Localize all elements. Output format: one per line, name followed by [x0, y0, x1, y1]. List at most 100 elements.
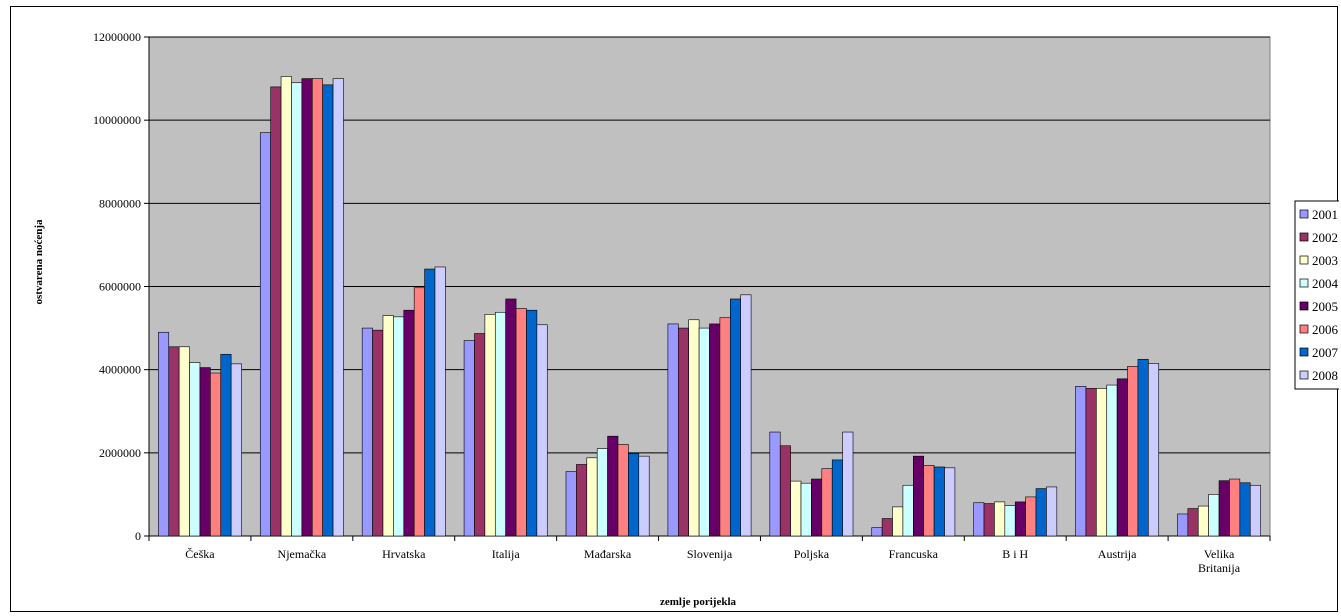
- legend-swatch-2001: [1299, 209, 1309, 219]
- legend-swatch-2006: [1299, 324, 1309, 334]
- bar-2003: [586, 457, 598, 537]
- y-tick-label: 12000000: [93, 30, 141, 44]
- bar-2008: [230, 363, 242, 537]
- x-tick-label: Britanija: [1198, 561, 1241, 575]
- bar-2008: [740, 294, 752, 537]
- bar-2002: [270, 86, 282, 537]
- bar-2004: [189, 362, 201, 537]
- bar-2002: [372, 329, 384, 537]
- bar-2005: [913, 455, 925, 537]
- bar-2007: [424, 268, 436, 537]
- x-axis-title: zemlje porijekla: [660, 596, 737, 608]
- bar-2008: [332, 78, 344, 537]
- legend-label-2001: 2001: [1312, 207, 1338, 222]
- bar-2007: [526, 309, 538, 537]
- x-tick-label: Austrija: [1098, 547, 1137, 561]
- x-tick-label: Mađarska: [584, 547, 632, 561]
- y-tick-label: 4000000: [99, 363, 141, 377]
- legend-label-2002: 2002: [1312, 230, 1338, 245]
- bar-2005: [1218, 480, 1230, 537]
- bar-2004: [1208, 494, 1220, 537]
- bar-2005: [403, 309, 415, 537]
- legend-swatch-2007: [1299, 347, 1309, 357]
- x-tick-label: Velika: [1204, 547, 1235, 561]
- bar-2004: [698, 327, 710, 537]
- bar-2002: [576, 464, 588, 537]
- bar-2001: [1075, 385, 1087, 537]
- y-tick-label: 0: [135, 529, 141, 543]
- y-tick-label: 2000000: [99, 446, 141, 460]
- bar-2001: [158, 331, 170, 537]
- bar-2003: [892, 506, 904, 537]
- bar-2006: [617, 444, 629, 537]
- bar-2008: [434, 266, 446, 537]
- y-tick-label: 8000000: [99, 196, 141, 210]
- legend-label-2005: 2005: [1312, 299, 1338, 314]
- bar-2006: [719, 317, 731, 537]
- bar-2003: [994, 501, 1006, 537]
- bar-2005: [811, 478, 823, 537]
- bar-2001: [973, 502, 985, 537]
- bar-2001: [667, 323, 679, 537]
- bar-2003: [688, 319, 700, 537]
- bar-2003: [178, 346, 190, 537]
- y-tick-label: 6000000: [99, 280, 141, 294]
- bar-2005: [1116, 378, 1128, 537]
- bar-2008: [944, 467, 956, 537]
- bar-2008: [638, 455, 650, 537]
- bar-2004: [291, 82, 303, 537]
- legend-swatch-2004: [1299, 278, 1309, 288]
- bar-2001: [871, 527, 883, 537]
- bar-2005: [607, 435, 619, 537]
- bar-2008: [1148, 363, 1160, 537]
- bar-2006: [210, 372, 222, 537]
- bar-2007: [628, 453, 640, 537]
- bar-2007: [933, 466, 945, 537]
- legend-swatch-2002: [1299, 232, 1309, 242]
- bar-2005: [1014, 501, 1026, 537]
- bar-2008: [536, 324, 548, 537]
- bar-2005: [199, 367, 211, 537]
- bar-2006: [1127, 366, 1139, 537]
- bar-2001: [463, 340, 475, 537]
- legend-swatch-2003: [1299, 255, 1309, 265]
- bar-2003: [1096, 388, 1108, 537]
- bar-2007: [1035, 488, 1047, 537]
- bar-2004: [902, 484, 914, 537]
- bar-2002: [168, 346, 180, 537]
- bar-2005: [301, 78, 313, 537]
- bar-2004: [800, 482, 812, 537]
- x-tick-label: Češka: [185, 547, 215, 561]
- bar-2006: [923, 465, 935, 537]
- bar-chart: 0 2000000 4000000 6000000 8000000 10000000 120…: [33, 30, 1339, 608]
- bar-2002: [779, 445, 791, 537]
- legend-label-2003: 2003: [1312, 253, 1338, 268]
- bar-2004: [393, 316, 405, 537]
- legend-swatch-2008: [1299, 370, 1309, 380]
- bar-2006: [1229, 478, 1241, 537]
- bar-2006: [311, 78, 323, 537]
- bar-2007: [220, 353, 232, 537]
- bar-2001: [361, 327, 373, 537]
- bar-2003: [382, 315, 394, 537]
- bar-2006: [1025, 496, 1037, 537]
- legend-label-2004: 2004: [1312, 276, 1339, 291]
- bar-2002: [474, 333, 486, 537]
- legend-label-2008: 2008: [1312, 368, 1338, 383]
- x-tick-label: B i H: [1002, 547, 1028, 561]
- bar-2008: [1249, 484, 1261, 537]
- bar-2008: [1046, 486, 1058, 537]
- bar-2006: [821, 468, 833, 537]
- bar-2005: [505, 298, 517, 537]
- x-tick-label: Njemačka: [278, 547, 327, 561]
- bar-2002: [1085, 388, 1097, 537]
- bar-2002: [983, 503, 995, 537]
- x-tick-label: Slovenija: [687, 547, 733, 561]
- bar-2002: [677, 327, 689, 537]
- bar-2003: [280, 76, 292, 537]
- bar-2001: [565, 471, 577, 537]
- bar-2006: [515, 308, 527, 537]
- bar-2001: [259, 132, 271, 537]
- x-tick-label: Italija: [492, 547, 521, 561]
- bar-2002: [881, 518, 893, 537]
